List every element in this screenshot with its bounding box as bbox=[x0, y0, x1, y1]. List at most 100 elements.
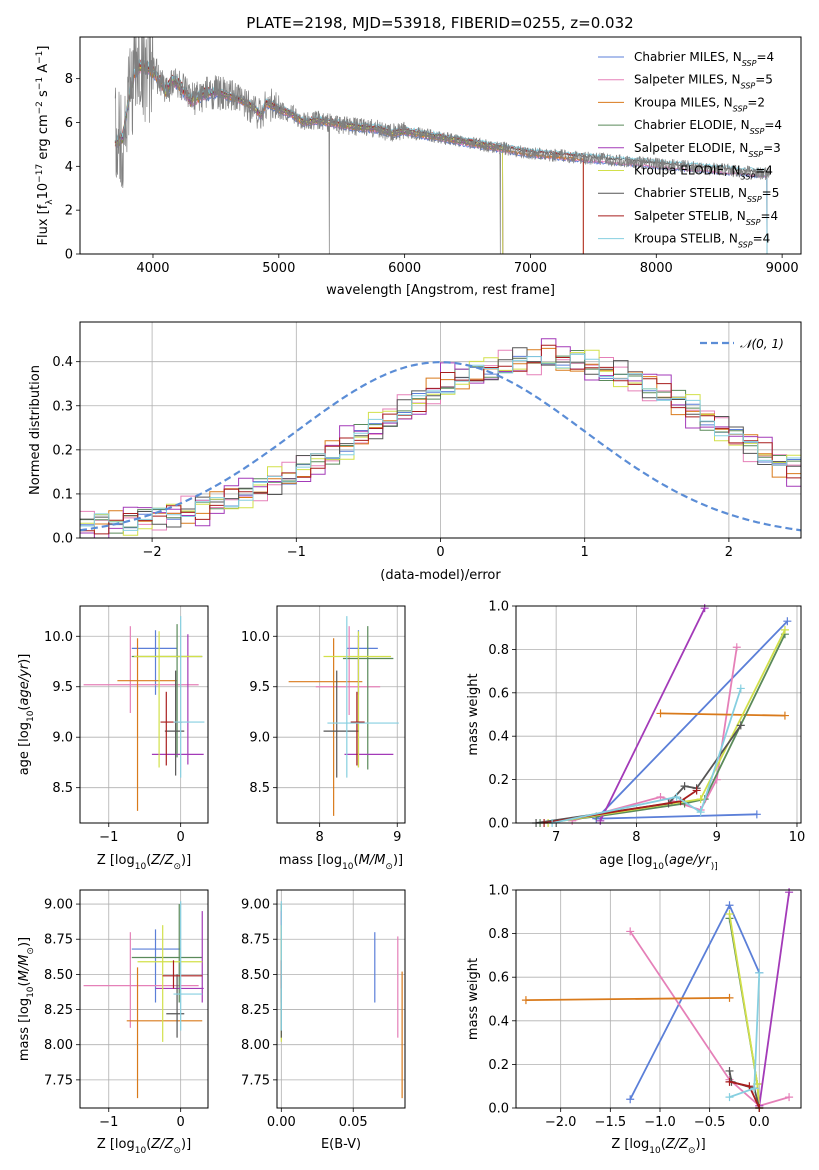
y-axis-label: mass weight bbox=[466, 958, 481, 1040]
figure-title: PLATE=2198, MJD=53918, FIBERID=0255, z=0… bbox=[246, 14, 633, 32]
x-tick-label: 0.0 bbox=[749, 1115, 770, 1130]
weight-point-marker bbox=[752, 810, 761, 819]
weight-series-line bbox=[571, 647, 738, 822]
x-tick-label: 0.05 bbox=[339, 1115, 368, 1130]
histogram-series bbox=[80, 338, 801, 538]
y-tick-label: 8.75 bbox=[44, 933, 73, 948]
x-tick-label: −0.5 bbox=[694, 1115, 726, 1130]
weight-point-marker bbox=[780, 711, 789, 720]
x-axis-label: Z [log10(Z/Z⊙)] bbox=[97, 853, 191, 872]
y-tick-label: 9.0 bbox=[249, 731, 270, 746]
y-tick-label: 0.4 bbox=[52, 355, 73, 370]
x-tick-label: −2 bbox=[143, 545, 162, 560]
x-tick-label: 0.00 bbox=[267, 1115, 296, 1130]
axes-frame bbox=[276, 605, 406, 824]
y-axis-label: Flux [fλ10−17 erg cm−2 s−1 A−1] bbox=[35, 46, 55, 246]
y-tick-label: 1.0 bbox=[488, 600, 509, 615]
y-tick-label: 0.8 bbox=[488, 643, 509, 658]
histogram-series bbox=[80, 349, 801, 531]
y-tick-label: 8.00 bbox=[44, 1038, 73, 1053]
weight-series-line bbox=[660, 712, 785, 717]
y-tick-label: 0.2 bbox=[488, 773, 509, 788]
x-tick-label: −1 bbox=[99, 830, 118, 845]
x-tick-label: 8 bbox=[632, 830, 640, 845]
axes-frame bbox=[515, 605, 802, 824]
y-tick-label: 2 bbox=[65, 204, 73, 219]
y-tick-label: 0.3 bbox=[52, 399, 73, 414]
y-tick-label: 0.2 bbox=[52, 443, 73, 458]
legend-entry: Chabrier STELIB, NSSP=5 bbox=[634, 186, 779, 204]
y-tick-label: 8.00 bbox=[241, 1038, 270, 1053]
weight-point-marker bbox=[680, 782, 689, 791]
x-tick-label: 10 bbox=[789, 830, 806, 845]
y-tick-label: 0.4 bbox=[488, 1014, 509, 1029]
normal-curve bbox=[80, 360, 801, 532]
y-axis-label: mass weight bbox=[466, 673, 481, 755]
x-tick-label: 9000 bbox=[766, 261, 799, 276]
weight-point-marker bbox=[732, 643, 741, 652]
y-axis-label: age [log10(age/yr)] bbox=[17, 654, 36, 776]
y-tick-label: 9.5 bbox=[52, 680, 73, 695]
y-tick-label: 8 bbox=[65, 72, 73, 87]
x-tick-label: 1 bbox=[581, 545, 589, 560]
y-tick-label: 8.25 bbox=[44, 1003, 73, 1018]
weight-point-marker bbox=[656, 709, 665, 718]
weight-point-marker bbox=[785, 888, 794, 897]
x-axis-label: mass [log10(M/M⊙)] bbox=[279, 853, 403, 872]
spectrum-axes: 4000 5000 6000 7000 8000 9000 0 2 4 6 8 wavelength … bbox=[35, 36, 802, 298]
x-tick-label: 9 bbox=[713, 830, 721, 845]
axes-frame bbox=[79, 605, 209, 824]
weight-point-marker bbox=[755, 968, 764, 977]
x-tick-label: −2.0 bbox=[545, 1115, 577, 1130]
weight-point-marker bbox=[736, 721, 745, 730]
y-tick-label: 10.0 bbox=[241, 630, 270, 645]
legend-entry: 𝒩(0, 1) bbox=[740, 337, 784, 351]
histogram-series bbox=[80, 347, 801, 528]
weight-series-line bbox=[551, 688, 742, 823]
x-axis-label: wavelength [Angstrom, rest frame] bbox=[326, 283, 555, 298]
legend-entry: Kroupa MILES, NSSP=2 bbox=[634, 95, 765, 113]
x-tick-label: 0 bbox=[177, 830, 185, 845]
weight-point-marker bbox=[696, 808, 705, 817]
x-tick-label: 7 bbox=[552, 830, 560, 845]
weight-series-line bbox=[729, 972, 761, 1098]
age_vs_Z-axes: −1 0 8.5 9.0 9.5 10.0 Z [log10(Z/Z⊙)] age [log1… bbox=[17, 605, 209, 872]
weight-point-marker bbox=[725, 993, 734, 1002]
y-tick-label: 8.5 bbox=[249, 781, 270, 796]
x-tick-label: −1 bbox=[99, 1115, 118, 1130]
weight-point-marker bbox=[725, 901, 734, 910]
age_vs_mass-axes: 8 9 8.5 9.0 9.5 10.0 mass [log10(M/M⊙)] bbox=[241, 605, 406, 872]
plot-layer: 4000 5000 6000 7000 8000 900002468wavelength … bbox=[17, 36, 806, 1156]
weight-point-marker bbox=[626, 1095, 635, 1104]
weight-point-marker bbox=[780, 625, 789, 634]
x-tick-label: 8 bbox=[316, 830, 324, 845]
histogram-series bbox=[80, 347, 801, 538]
y-tick-label: 9.00 bbox=[241, 898, 270, 913]
y-tick-label: 0 bbox=[65, 248, 73, 263]
histogram-series bbox=[80, 344, 801, 535]
mass_vs_ebv-axes: 0.00 0.05 7.75 8.00 8.25 8.50 8.75 9.00 E(B-V) bbox=[241, 889, 406, 1152]
weight-point-marker bbox=[725, 909, 734, 918]
weight-series-line bbox=[525, 997, 730, 1001]
y-tick-label: 8.75 bbox=[241, 933, 270, 948]
weight-point-marker bbox=[692, 786, 701, 795]
y-tick-label: 1.0 bbox=[488, 884, 509, 899]
x-tick-label: −1 bbox=[287, 545, 306, 560]
y-tick-label: 9.00 bbox=[44, 898, 73, 913]
x-tick-label: 6000 bbox=[388, 261, 421, 276]
y-tick-label: 7.75 bbox=[241, 1073, 270, 1088]
x-axis-label: E(B-V) bbox=[321, 1137, 361, 1152]
weight-point-marker bbox=[700, 604, 709, 613]
residuals-axes: −2 −1 0 1 2 0.0 0.1 0.2 0.3 0.4 𝒩(0, 1) (data-model… bbox=[28, 321, 802, 583]
x-tick-label: 9 bbox=[393, 830, 401, 845]
weight-point-marker bbox=[521, 996, 530, 1005]
weight_vs_Z-axes: −2.0 −1.5 −1.0 −0.5 0.0 0.0 0.2 0.4 0.6 0.8 1.0 Z [… bbox=[466, 884, 802, 1156]
weight-series-line bbox=[758, 892, 790, 1106]
y-tick-label: 8.50 bbox=[44, 968, 73, 983]
weight-point-marker bbox=[626, 927, 635, 936]
axes-frame bbox=[276, 889, 406, 1109]
x-tick-label: 0 bbox=[177, 1115, 185, 1130]
axes-frame bbox=[515, 889, 802, 1109]
axes-frame bbox=[79, 321, 802, 539]
